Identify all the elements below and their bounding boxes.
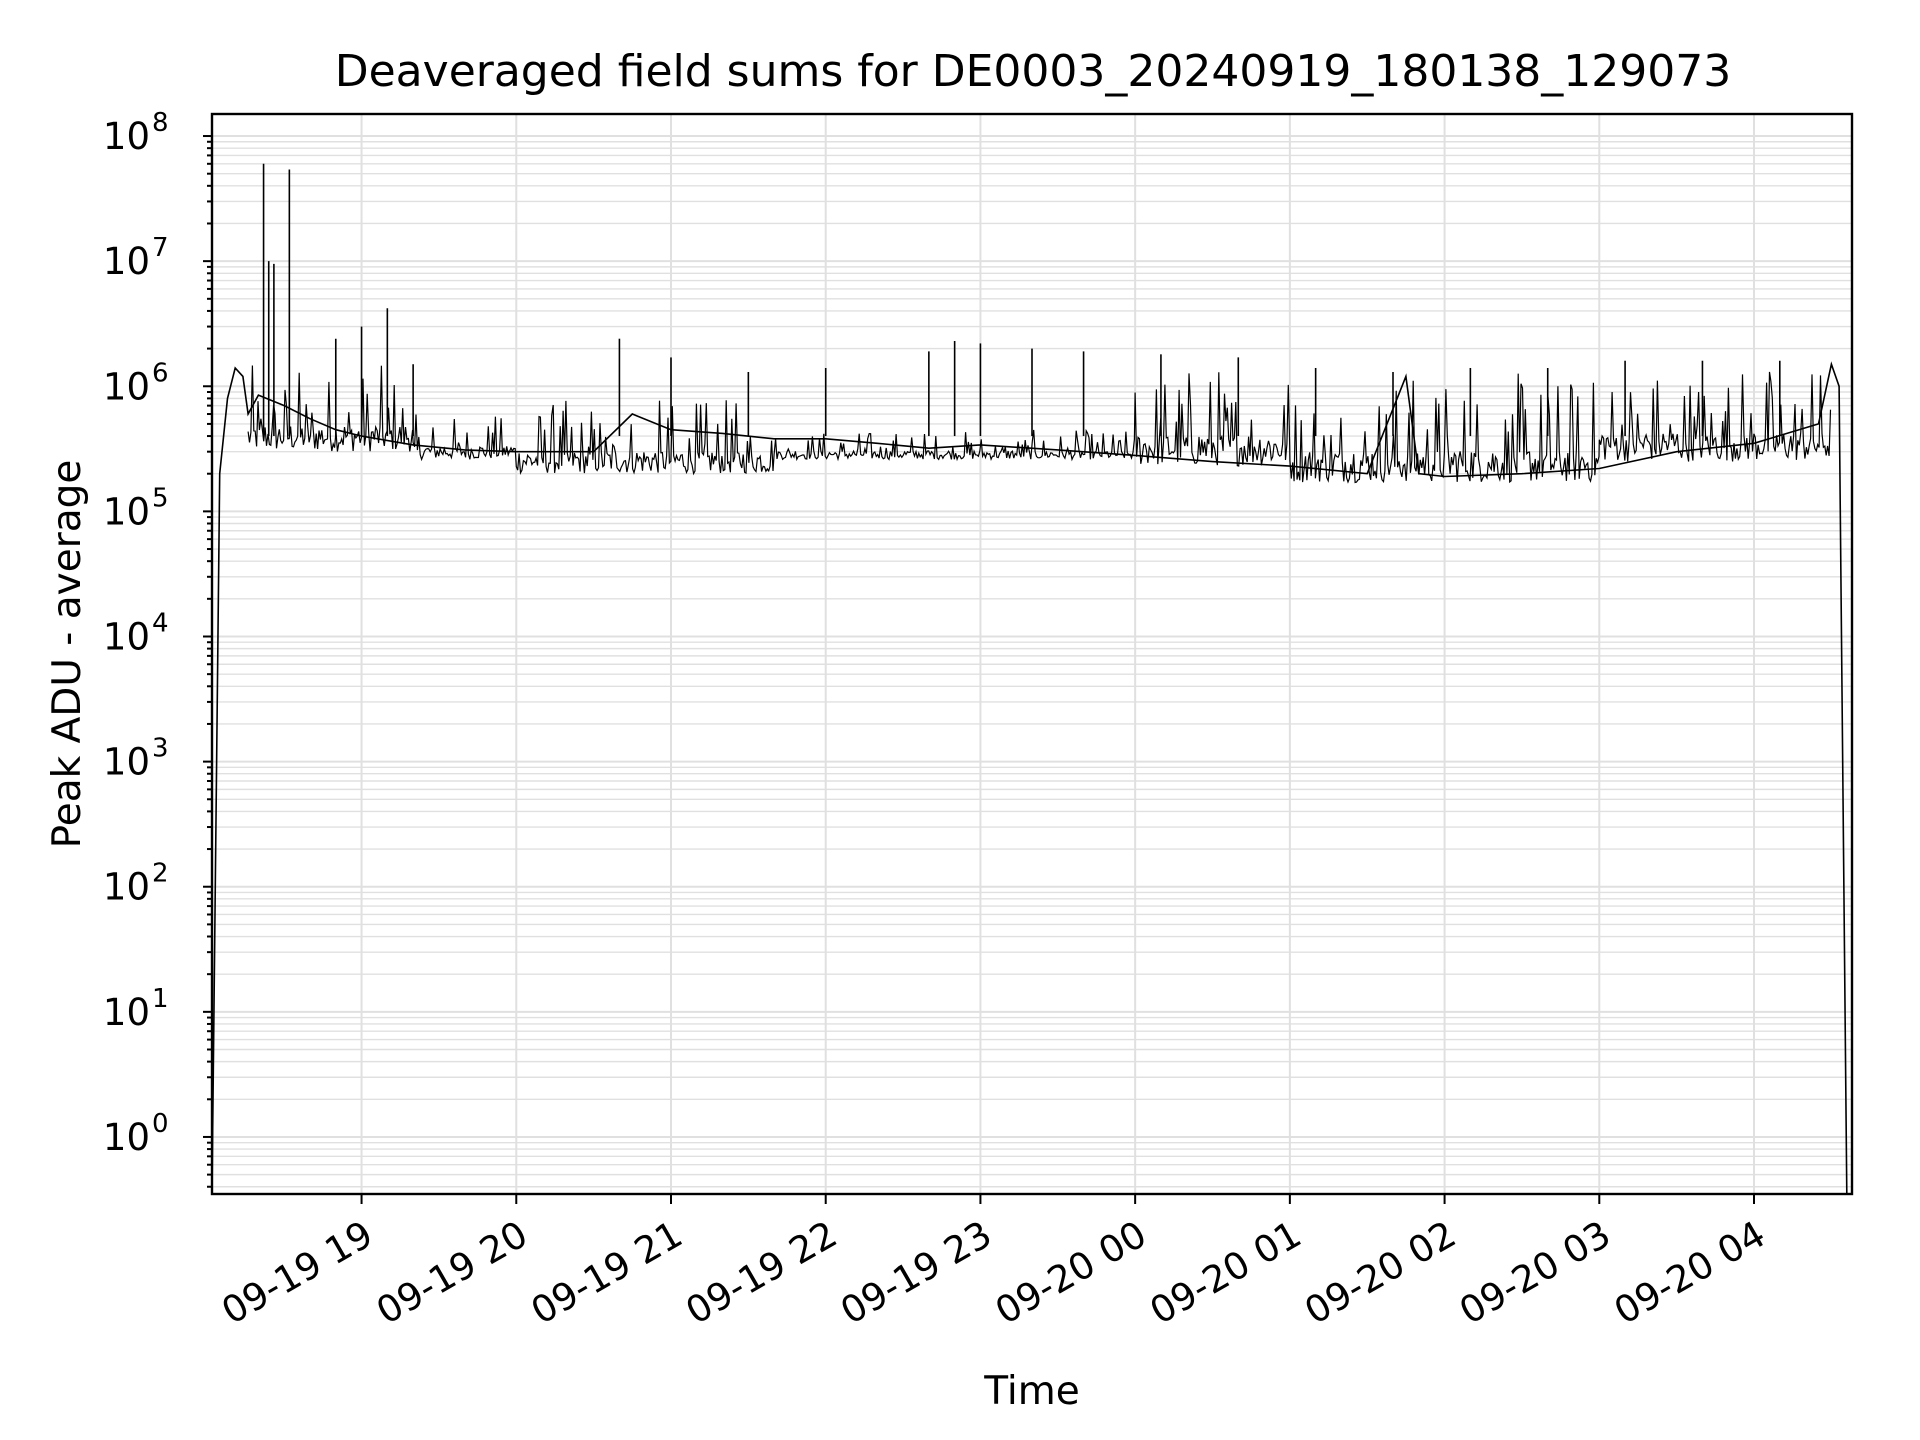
x-tick-label: 09-19 19 [214, 1213, 380, 1333]
series-baseline [211, 361, 1848, 1195]
x-tick-label: 09-19 20 [369, 1213, 535, 1333]
y-tick-label: 10 [103, 991, 150, 1034]
x-tick-label: 09-20 04 [1607, 1213, 1773, 1333]
y-tick-exponent: 8 [152, 108, 169, 138]
series-noise [247, 365, 1832, 484]
x-tick-label: 09-19 21 [524, 1213, 690, 1333]
x-axis-label: Time [983, 1369, 1079, 1414]
x-tick-label: 09-20 00 [988, 1213, 1154, 1333]
y-tick-exponent: 6 [152, 358, 169, 388]
x-tick-label: 09-19 22 [679, 1213, 845, 1333]
x-tick-label: 09-20 01 [1143, 1213, 1309, 1333]
plot-frame [210, 112, 1854, 1196]
y-tick-label: 10 [103, 240, 150, 283]
y-tick-exponent: 2 [152, 859, 169, 889]
y-tick-label: 10 [103, 741, 150, 784]
y-tick-exponent: 3 [152, 734, 169, 764]
y-tick-label: 10 [103, 365, 150, 408]
x-tick-label: 09-20 03 [1452, 1213, 1618, 1333]
x-tick-label: 09-19 23 [833, 1213, 999, 1333]
y-tick-exponent: 4 [152, 608, 169, 638]
y-axis-label: Peak ADU - average [45, 460, 90, 849]
y-tick-exponent: 5 [152, 483, 169, 513]
y-tick-label: 10 [103, 115, 150, 158]
x-tick-label: 09-20 02 [1298, 1213, 1464, 1333]
y-tick-exponent: 7 [152, 233, 169, 263]
y-tick-label: 10 [103, 1116, 150, 1159]
series-line [211, 163, 1848, 1195]
y-tick-exponent: 1 [152, 984, 169, 1014]
y-tick-exponent: 0 [152, 1109, 169, 1139]
chart-title: Deaveraged field sums for DE0003_2024091… [335, 46, 1732, 97]
y-tick-label: 10 [103, 490, 150, 533]
grid [212, 114, 1852, 1194]
y-tick-label: 10 [103, 615, 150, 658]
y-tick-label: 10 [103, 866, 150, 909]
